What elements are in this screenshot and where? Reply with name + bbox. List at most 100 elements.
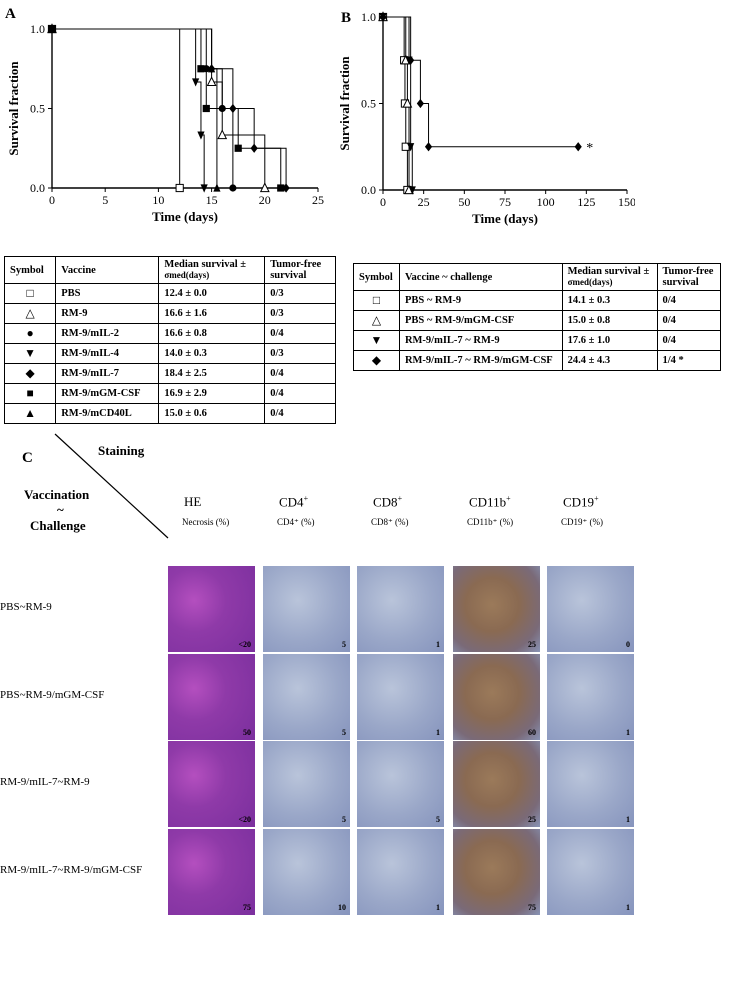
series-line <box>52 28 287 188</box>
data-point <box>48 24 56 33</box>
vaccine-cell: RM-9/mIL-7 ~ RM-9/mGM-CSF <box>398 350 563 371</box>
data-point <box>202 104 210 113</box>
percent-value: 1 <box>626 815 630 824</box>
stain-column-subhead: CD8⁺ (%) <box>371 517 409 527</box>
data-point <box>379 12 387 22</box>
tumor-free-cell: 0/4 <box>656 310 721 331</box>
percent-value: 10 <box>338 903 346 912</box>
x-tick-label: 50 <box>458 195 470 209</box>
table-row: ▼ RM-9/mIL-4 14.0 ± 0.3 0/3 <box>3 343 336 364</box>
histology-image: 60 <box>453 654 540 740</box>
percent-value: 25 <box>528 815 536 824</box>
percent-value: 5 <box>342 728 346 737</box>
table-row: ◆ RM-9/mIL-7 18.4 ± 2.5 0/4 <box>3 363 336 384</box>
data-point <box>416 98 425 109</box>
symbol-cell: △ <box>353 310 400 331</box>
percent-value: 0 <box>626 640 630 649</box>
survival-chart-b: 0 25 50 75 100 125 150 0.0 0.5 1.0 Time (days) Surv… <box>337 10 635 226</box>
x-tick-label: 5 <box>102 193 108 207</box>
tumor-free-cell: 0/3 <box>264 283 336 304</box>
challenge-label: Challenge <box>30 518 86 533</box>
x-tick-label: 25 <box>312 193 324 207</box>
stain-column-subhead: Necrosis (%) <box>182 517 230 527</box>
histology-image: 0 <box>547 566 634 652</box>
x-tick-label: 25 <box>418 195 430 209</box>
data-point <box>213 183 221 192</box>
survival-chart-a: 0 5 10 15 20 25 0.0 0.5 1.0 Time (days) Survival f… <box>6 22 324 224</box>
median-cell: 14.0 ± 0.3 <box>158 343 266 364</box>
histology-image: <20 <box>168 566 255 652</box>
y-tick-label: 0.5 <box>361 97 376 111</box>
x-tick-label: 15 <box>206 193 218 207</box>
tumor-free-cell: 0/4 <box>264 403 336 424</box>
data-point <box>424 142 433 152</box>
x-axis-label: Time (days) <box>472 211 538 226</box>
tumor-free-cell: 0/4 <box>656 290 721 311</box>
tumor-free-cell: 0/3 <box>264 343 336 364</box>
table-b: Symbol Vaccine ~ challenge Median surviv… <box>353 263 721 371</box>
symbol-cell: □ <box>353 290 400 311</box>
series-line <box>52 28 218 188</box>
vaccine-cell: RM-9 <box>55 303 160 324</box>
histology-image: 75 <box>168 829 255 915</box>
vaccine-cell: RM-9/mIL-7 <box>55 363 160 384</box>
histology-image: 1 <box>357 829 444 915</box>
percent-value: 25 <box>528 640 536 649</box>
data-point <box>229 184 237 192</box>
table-a: Symbol Vaccine Median survival ± σmed(day… <box>3 256 336 424</box>
x-tick-label: 10 <box>152 193 164 207</box>
median-cell: 16.6 ± 0.8 <box>158 323 266 344</box>
data-point <box>402 97 413 108</box>
th-vaccine-challenge: Vaccine ~ challenge <box>398 263 563 291</box>
staining-row-label: PBS~RM-9/mGM-CSF <box>0 689 105 701</box>
percent-value: <20 <box>238 640 251 649</box>
data-point <box>407 143 415 152</box>
vaccine-cell: PBS ~ RM-9 <box>398 290 563 311</box>
x-tick-label: 100 <box>537 195 555 209</box>
tumor-free-cell: 1/4 * <box>656 350 721 371</box>
symbol-cell: ● <box>3 323 57 344</box>
diagonal-divider <box>54 433 169 539</box>
stain-column-head: CD8+ <box>373 494 403 510</box>
stain-column-head: CD19+ <box>563 494 599 510</box>
y-tick-label: 0.0 <box>361 183 376 197</box>
data-point <box>574 142 582 152</box>
symbol-cell: ▼ <box>353 330 400 351</box>
percent-value: 1 <box>436 728 440 737</box>
table-row: △ PBS ~ RM-9/mGM-CSF 15.0 ± 0.8 0/4 <box>353 310 721 331</box>
percent-value: 5 <box>342 640 346 649</box>
median-cell: 15.0 ± 0.6 <box>158 403 266 424</box>
histology-image: 1 <box>357 654 444 740</box>
histology-image: 25 <box>453 741 540 827</box>
panel-letter-a: A <box>5 6 16 22</box>
percent-value: 1 <box>436 903 440 912</box>
symbol-cell: ◆ <box>3 363 57 384</box>
vaccine-cell: RM-9/mGM-CSF <box>55 383 160 404</box>
histology-image: 1 <box>547 741 634 827</box>
stain-column-subhead: CD19⁺ (%) <box>561 517 603 527</box>
x-tick-label: 0 <box>49 193 55 207</box>
data-point <box>206 76 217 87</box>
histology-image: 1 <box>357 566 444 652</box>
tumor-free-cell: 0/4 <box>264 363 336 384</box>
median-cell: 18.4 ± 2.5 <box>158 363 266 384</box>
data-point <box>197 65 205 73</box>
percent-value: <20 <box>238 815 251 824</box>
tumor-free-cell: 0/4 <box>264 323 336 344</box>
percent-value: 60 <box>528 728 536 737</box>
table-row: ● RM-9/mIL-2 16.6 ± 0.8 0/4 <box>3 323 336 344</box>
th-symbol: Symbol <box>3 256 57 284</box>
median-cell: 16.9 ± 2.9 <box>158 383 266 404</box>
x-tick-label: 75 <box>499 195 511 209</box>
vaccine-cell: RM-9/mIL-2 <box>55 323 160 344</box>
significance-annotation: * <box>586 141 593 156</box>
vaccine-cell: PBS ~ RM-9/mGM-CSF <box>398 310 563 331</box>
y-axis-label: Survival fraction <box>337 56 352 151</box>
histology-image: 10 <box>263 829 350 915</box>
histology-image: 50 <box>168 654 255 740</box>
percent-value: 50 <box>243 728 251 737</box>
median-cell: 16.6 ± 1.6 <box>158 303 266 324</box>
x-tick-label: 0 <box>380 195 386 209</box>
data-point <box>234 144 242 152</box>
th-tumor-free: Tumor-free survival <box>656 263 721 291</box>
